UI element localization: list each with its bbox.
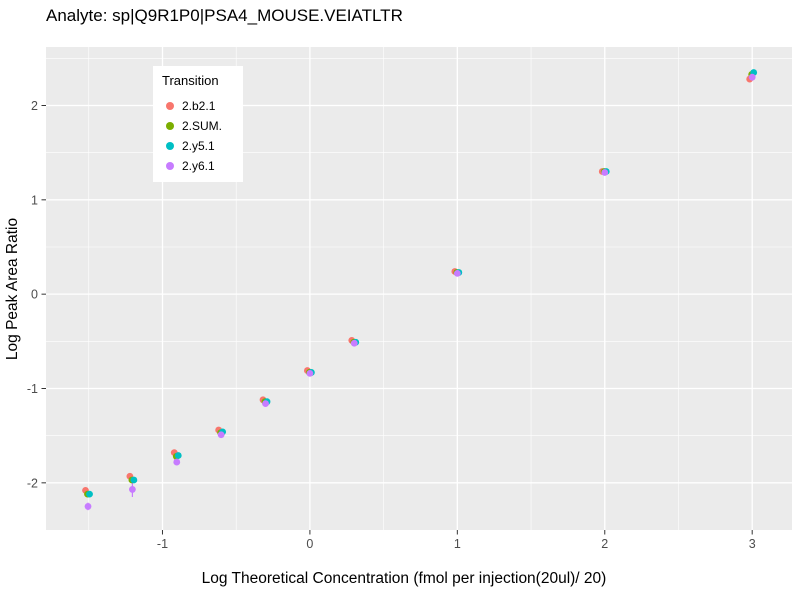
chart-title: Analyte: sp|Q9R1P0|PSA4_MOUSE.VEIATLTR xyxy=(46,6,403,25)
data-point-2.y6.1 xyxy=(601,169,609,176)
data-point-2.y6.1 xyxy=(84,503,92,510)
data-point-2.y6.1 xyxy=(217,431,225,439)
legend-key-2.y6.1 xyxy=(166,162,174,170)
data-point-2.y5.1 xyxy=(86,490,93,498)
data-point-2.y5.1 xyxy=(174,452,182,459)
y-axis-label: Log Peak Area Ratio xyxy=(4,218,21,360)
data-point-2.y6.1 xyxy=(350,339,358,347)
y-tick-label: 2 xyxy=(31,99,38,113)
x-tick-label: 2 xyxy=(601,537,608,551)
y-tick-label: -1 xyxy=(27,382,38,396)
x-tick-label: 0 xyxy=(306,537,313,551)
legend-label-2.y5.1: 2.y5.1 xyxy=(182,139,215,153)
legend-key-2.SUM. xyxy=(166,122,174,130)
legend-label-2.y6.1: 2.y6.1 xyxy=(182,159,215,173)
data-point-2.y6.1 xyxy=(453,270,461,277)
y-tick-label: 1 xyxy=(31,193,38,207)
legend-key-2.b2.1 xyxy=(166,102,174,110)
x-tick-label: -1 xyxy=(157,537,168,551)
y-tick-label: 0 xyxy=(31,288,38,302)
data-point-2.y6.1 xyxy=(173,458,181,466)
legend-label-2.SUM.: 2.SUM. xyxy=(182,119,222,133)
data-point-2.y5.1 xyxy=(130,476,138,484)
data-point-2.y6.1 xyxy=(262,400,269,407)
y-tick-label: -2 xyxy=(27,476,38,490)
plot-panel: -1 0 1 2 3 -2 -1 0 1 2 Transition 2.b2.1 2.SUM. 2.y5.… xyxy=(27,47,792,551)
data-point-2.y6.1 xyxy=(306,370,314,377)
x-axis-label: Log Theoretical Concentration (fmol per … xyxy=(202,570,607,587)
data-point-2.y6.1 xyxy=(748,73,756,81)
x-tick-label: 1 xyxy=(454,537,461,551)
legend-key-2.y5.1 xyxy=(166,142,174,150)
legend-title: Transition xyxy=(162,73,219,88)
data-point-2.y6.1 xyxy=(128,486,136,493)
legend-label-2.b2.1: 2.b2.1 xyxy=(182,99,216,113)
x-tick-label: 3 xyxy=(749,537,756,551)
